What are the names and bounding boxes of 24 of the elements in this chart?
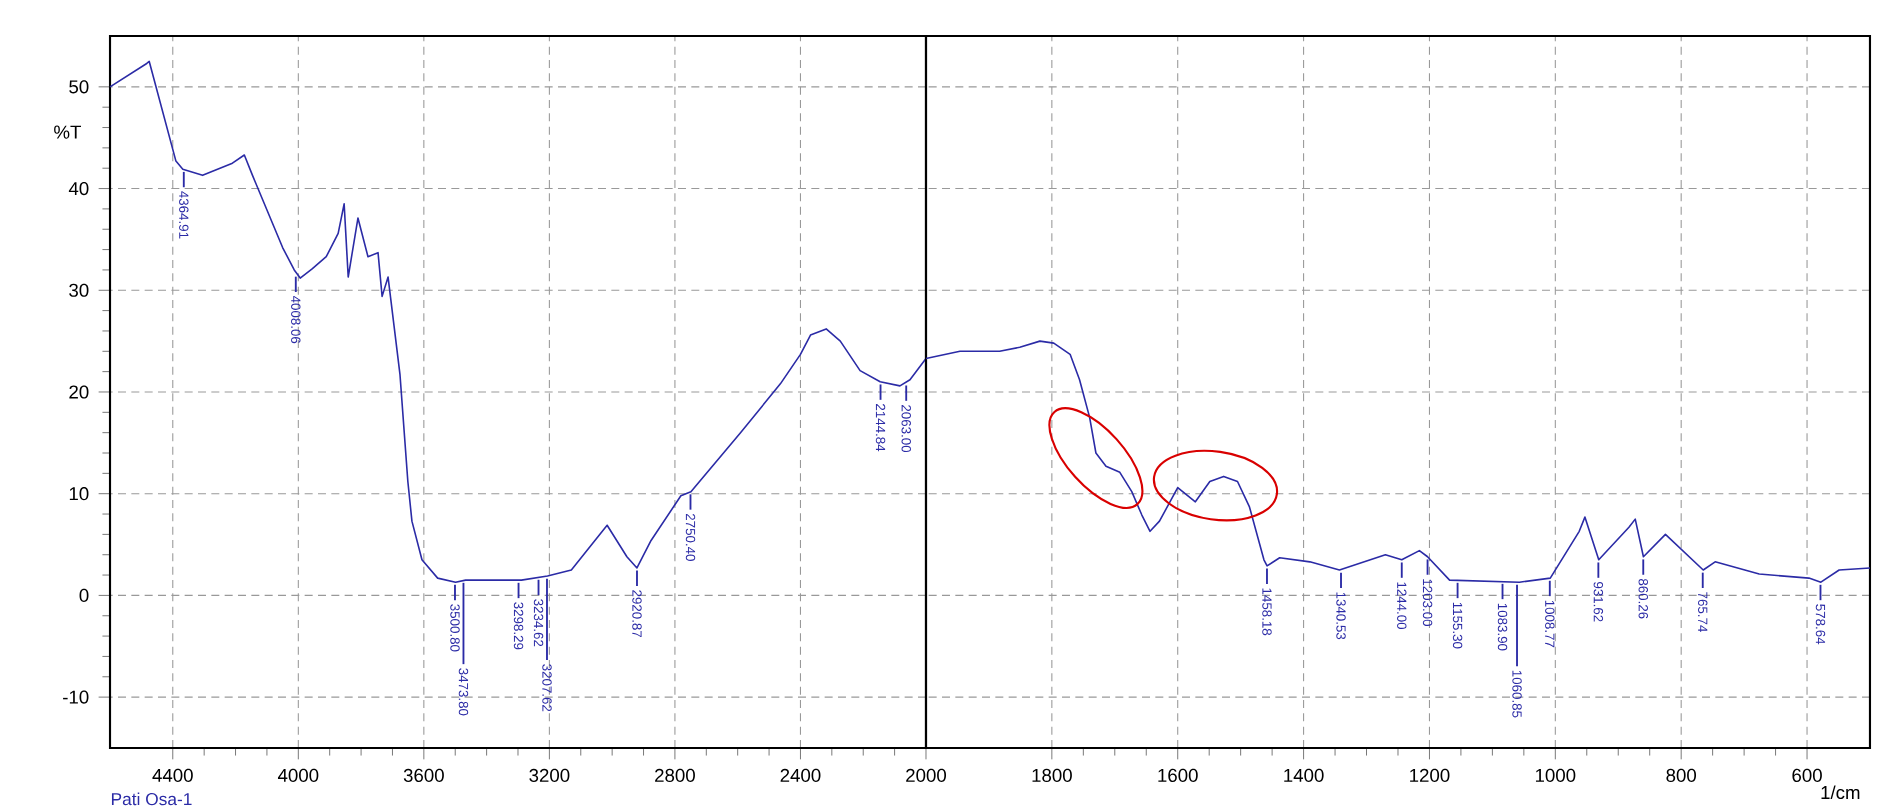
x-tick-label: 1200	[1410, 768, 1450, 782]
x-tick-label: 600	[1792, 768, 1822, 782]
x-tick-label: 1400	[1284, 768, 1324, 782]
y-tick-label: 30	[69, 283, 89, 297]
x-tick-label: 2800	[655, 768, 695, 782]
x-tick-label: 3200	[529, 768, 570, 782]
x-axis-title: 1/cm	[1821, 785, 1860, 800]
y-tick-label: 10	[69, 487, 89, 501]
x-tick-label: 1800	[1032, 768, 1072, 782]
x-tick-label: 800	[1666, 768, 1697, 782]
x-tick-label: 1600	[1158, 768, 1198, 782]
x-tick-label: 4000	[277, 768, 319, 782]
x-tick-label: 2400	[780, 768, 821, 782]
x-tick-label: 2000	[906, 768, 947, 782]
y-axis-title: %T	[54, 125, 81, 139]
y-tick-label: 50	[69, 80, 89, 94]
y-tick-label: 0	[79, 588, 89, 602]
x-tick-label: 4400	[152, 768, 193, 782]
x-tick-label: 1000	[1535, 768, 1576, 782]
y-tick-label: 20	[69, 385, 89, 399]
y-tick-label: -10	[63, 690, 89, 704]
x-tick-label: 3600	[403, 768, 444, 782]
y-tick-label: 40	[68, 181, 89, 196]
text: Pati Osa-1	[111, 792, 192, 806]
